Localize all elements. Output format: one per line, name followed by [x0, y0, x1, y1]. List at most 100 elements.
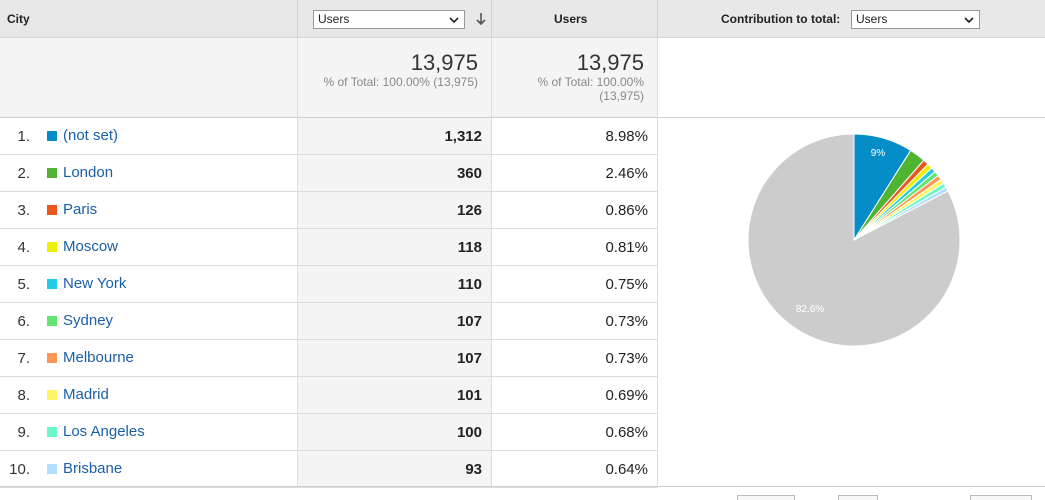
row-index: 1. [17, 128, 30, 145]
totals-users-cell: 13,975 % of Total: 100.00% (13,975) [491, 38, 657, 118]
users-percent-cell: 0.73% [491, 303, 657, 339]
city-link[interactable]: New York [63, 275, 127, 292]
users-percent: 0.73% [605, 350, 648, 367]
city-cell: 10. Brisbane [0, 451, 297, 487]
page-nav-buttons[interactable] [970, 495, 1032, 500]
city-link[interactable]: Brisbane [63, 460, 123, 477]
metric-select[interactable]: Users [313, 10, 465, 29]
row-index: 8. [17, 387, 30, 404]
table-row: 2. London 360 2.46% [0, 155, 657, 192]
users-value: 93 [465, 461, 482, 478]
users-percent-cell: 0.68% [491, 414, 657, 450]
table-row: 5. New York 110 0.75% [0, 266, 657, 303]
city-link[interactable]: (not set) [63, 127, 119, 144]
series-color-swatch [47, 242, 57, 252]
city-header-label: City [7, 12, 30, 26]
row-index: 10. [9, 461, 30, 478]
table-row: 4. Moscow 118 0.81% [0, 229, 657, 266]
sort-descending-icon[interactable] [475, 11, 487, 27]
city-link[interactable]: London [63, 164, 114, 181]
table-row: 8. Madrid 101 0.69% [0, 377, 657, 414]
table-row: 7. Melbourne 107 0.73% [0, 340, 657, 377]
users-value: 100 [456, 424, 482, 441]
total-users-value: 13,975 [576, 50, 644, 75]
users-value: 101 [456, 387, 482, 404]
table-row: 3. Paris 126 0.86% [0, 192, 657, 229]
series-color-swatch [47, 316, 57, 326]
city-link[interactable]: Los Angeles [63, 423, 145, 440]
contribution-header: Contribution to total: Users [657, 0, 1045, 38]
users-metric-cell: 126 [297, 192, 491, 228]
users-header-label: Users [554, 12, 588, 26]
users-percent: 0.81% [605, 239, 648, 256]
users-percent: 0.86% [605, 202, 648, 219]
users-value: 118 [457, 239, 482, 256]
users-metric-cell: 1,312 [297, 118, 491, 154]
users-value: 360 [456, 165, 482, 182]
users-percent: 0.75% [605, 276, 648, 293]
city-cell: 8. Madrid [0, 377, 297, 413]
users-metric-cell: 110 [297, 266, 491, 302]
row-index: 4. [17, 239, 30, 256]
pie-slice[interactable] [747, 133, 961, 347]
chevron-down-icon [964, 17, 974, 24]
contribution-label: Contribution to total: [721, 12, 841, 26]
city-cell: 9. Los Angeles [0, 414, 297, 450]
totals-metric-cell: 13,975 % of Total: 100.00% (13,975) [297, 38, 491, 118]
city-link[interactable]: Paris [63, 201, 98, 218]
series-color-swatch [47, 427, 57, 437]
series-color-swatch [47, 131, 57, 141]
row-index: 6. [17, 313, 30, 330]
city-cell: 3. Paris [0, 192, 297, 228]
contribution-select-value: Users [856, 12, 888, 26]
metric-column-header: Users [297, 0, 491, 38]
users-value: 1,312 [444, 128, 482, 145]
users-metric-cell: 107 [297, 340, 491, 376]
table-row: 9. Los Angeles 100 0.68% [0, 414, 657, 451]
users-value: 110 [457, 276, 482, 293]
users-value: 107 [456, 313, 482, 330]
users-percent-cell: 0.81% [491, 229, 657, 265]
users-percent-cell: 0.86% [491, 192, 657, 228]
totals-city-cell [0, 38, 297, 118]
total-metric-sub: % of Total: 100.00% (13,975) [323, 75, 478, 89]
users-metric-cell: 107 [297, 303, 491, 339]
users-percent: 2.46% [605, 165, 648, 182]
city-link[interactable]: Moscow [63, 238, 119, 255]
users-column-header[interactable]: Users [491, 0, 657, 38]
contribution-pie-chart: 9% 82.6% [747, 133, 961, 347]
rows-per-page-control[interactable] [838, 495, 878, 500]
contribution-select[interactable]: Users [851, 10, 980, 29]
city-cell: 1. (not set) [0, 118, 297, 154]
city-link[interactable]: Madrid [63, 386, 109, 403]
city-cell: 6. Sydney [0, 303, 297, 339]
series-color-swatch [47, 205, 57, 215]
users-percent-cell: 0.64% [491, 451, 657, 487]
series-color-swatch [47, 353, 57, 363]
city-column-header[interactable]: City [0, 0, 297, 38]
users-percent: 0.64% [605, 461, 648, 478]
table-row: 6. Sydney 107 0.73% [0, 303, 657, 340]
row-index: 5. [17, 276, 30, 293]
users-metric-cell: 360 [297, 155, 491, 191]
table-row: 10. Brisbane 93 0.64% [0, 451, 657, 488]
users-percent-cell: 0.73% [491, 340, 657, 376]
pie-chart-area: 9% 82.6% [657, 118, 1045, 488]
users-percent-cell: 0.69% [491, 377, 657, 413]
totals-contribution-cell [657, 38, 1045, 118]
pie-slice-label: 9% [871, 148, 886, 159]
row-index: 2. [17, 165, 30, 182]
row-index: 3. [17, 202, 30, 219]
city-link[interactable]: Sydney [63, 312, 114, 329]
users-percent-cell: 8.98% [491, 118, 657, 154]
series-color-swatch [47, 464, 57, 474]
series-color-swatch [47, 390, 57, 400]
users-percent-cell: 0.75% [491, 266, 657, 302]
users-percent: 0.69% [605, 387, 648, 404]
users-percent: 0.73% [605, 313, 648, 330]
users-value: 107 [456, 350, 482, 367]
table-row: 1. (not set) 1,312 8.98% [0, 118, 657, 155]
city-link[interactable]: Melbourne [63, 349, 134, 366]
total-metric-value: 13,975 [410, 50, 478, 75]
pagination-control[interactable] [737, 495, 795, 500]
